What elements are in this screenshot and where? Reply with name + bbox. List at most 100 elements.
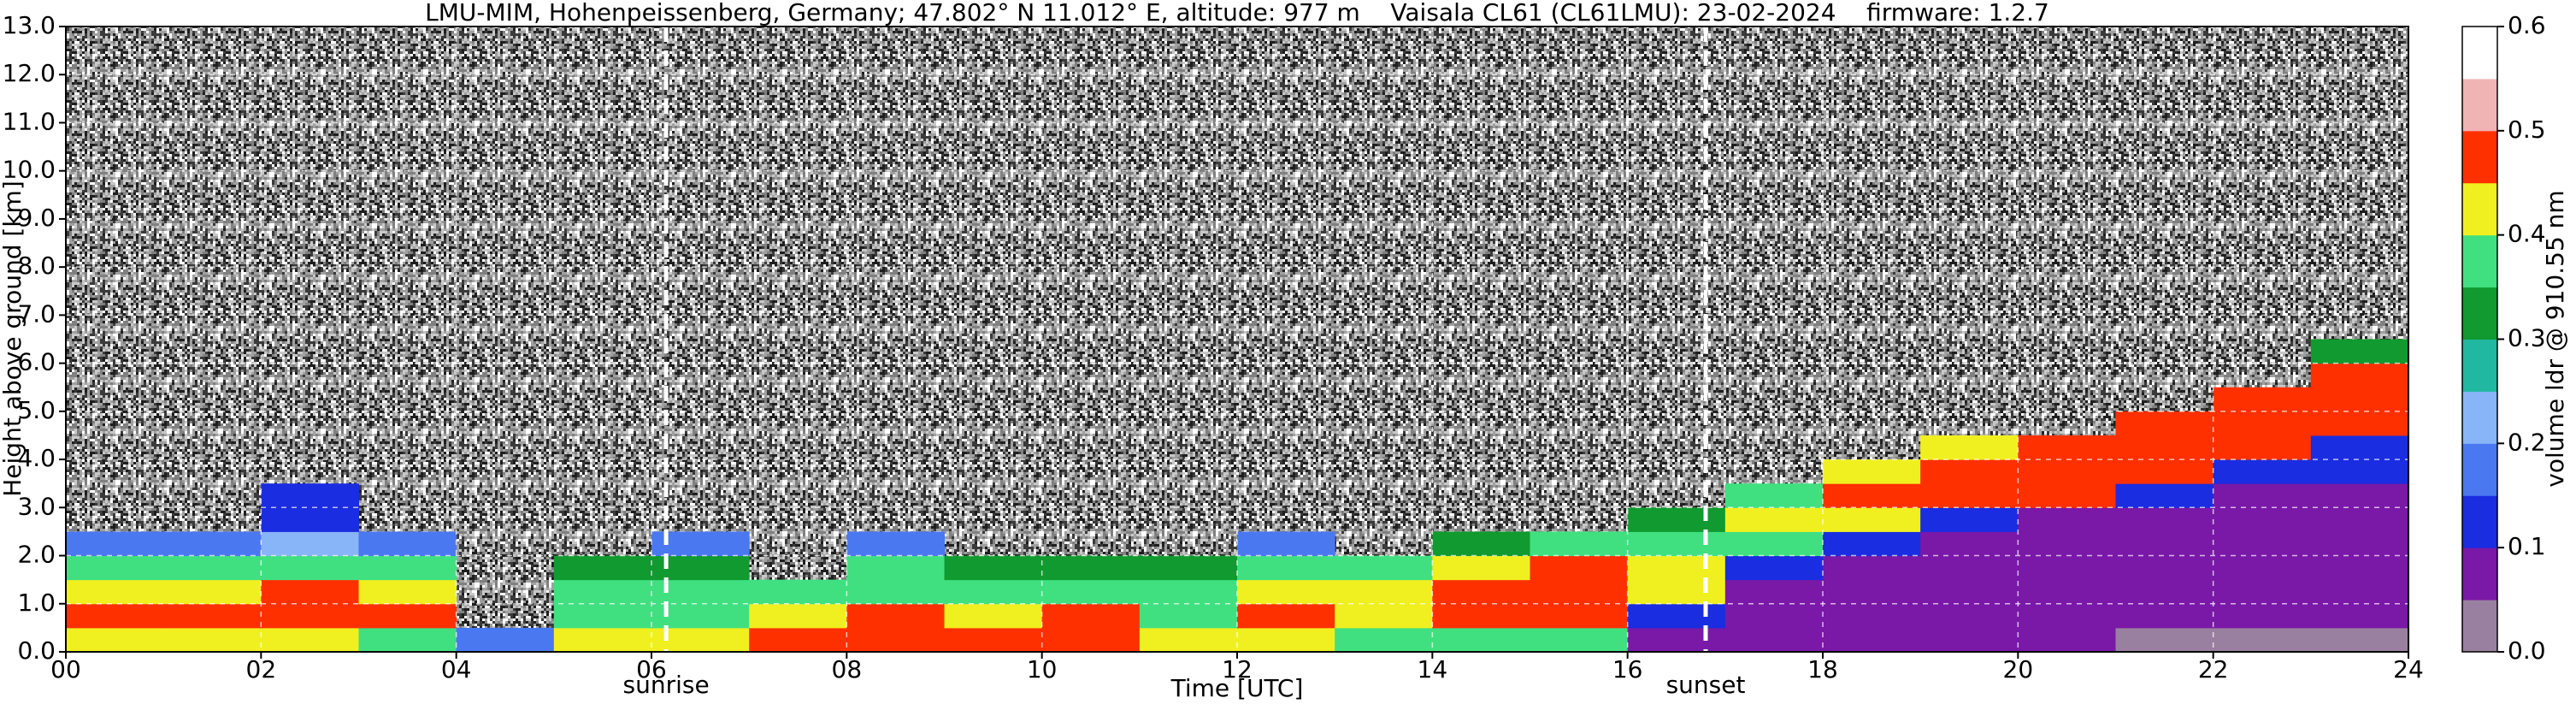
heat-cell bbox=[749, 628, 847, 653]
heat-cell bbox=[1335, 604, 1433, 629]
heat-cell bbox=[1823, 628, 1921, 653]
heat-cell bbox=[2116, 580, 2214, 605]
colorbar-swatch bbox=[2462, 27, 2497, 79]
heat-cell bbox=[1140, 604, 1238, 629]
heat-cell bbox=[163, 604, 262, 629]
heat-cell bbox=[1530, 604, 1629, 629]
heat-cell bbox=[2311, 556, 2409, 581]
heat-cell bbox=[2311, 364, 2409, 388]
heat-cell bbox=[2018, 531, 2116, 556]
heat-cell bbox=[359, 531, 457, 556]
heat-cell bbox=[2213, 411, 2312, 436]
heat-cell bbox=[1140, 628, 1238, 653]
heat-cell bbox=[1628, 531, 1726, 556]
heat-cell bbox=[2116, 628, 2214, 653]
heat-cell bbox=[2311, 483, 2409, 508]
y-tick-label: 7.0 bbox=[17, 299, 56, 328]
heat-cell bbox=[846, 556, 945, 581]
heat-cell bbox=[1725, 604, 1824, 629]
heat-cell bbox=[261, 483, 359, 508]
heat-cell bbox=[2213, 388, 2312, 412]
heat-cell bbox=[2213, 580, 2312, 605]
heat-cell bbox=[1140, 556, 1238, 581]
colorbar-tick-label: 0.1 bbox=[2508, 532, 2546, 560]
heat-cell bbox=[2213, 531, 2312, 556]
x-tick-label: 08 bbox=[832, 655, 863, 683]
heat-cell bbox=[846, 604, 945, 629]
heat-cell bbox=[1823, 459, 1921, 484]
heat-cell bbox=[457, 628, 555, 653]
heat-cell bbox=[1628, 556, 1726, 581]
heat-cell bbox=[261, 556, 359, 581]
heat-cell bbox=[1725, 507, 1824, 532]
heat-cell bbox=[1237, 531, 1335, 556]
heat-cell bbox=[2311, 340, 2409, 364]
heat-cell bbox=[261, 531, 359, 556]
y-tick-label: 8.0 bbox=[17, 251, 56, 280]
heat-cell bbox=[359, 580, 457, 605]
page: LMU-MIM, Hohenpeissenberg, Germany; 47.8… bbox=[0, 0, 2576, 710]
heat-cell bbox=[1628, 628, 1726, 653]
colorbar-swatch bbox=[2462, 600, 2497, 652]
heat-cell bbox=[261, 580, 359, 605]
colorbar-swatch bbox=[2462, 340, 2497, 392]
heat-cell bbox=[1920, 435, 2019, 460]
heat-cell bbox=[66, 556, 164, 581]
colorbar-tick-label: 0.6 bbox=[2508, 11, 2546, 39]
heat-cell bbox=[2018, 580, 2116, 605]
heat-cell bbox=[2116, 556, 2214, 581]
heat-cell bbox=[2116, 483, 2214, 508]
x-tick-label: 04 bbox=[441, 655, 472, 683]
heat-cell bbox=[2018, 507, 2116, 532]
heat-cell bbox=[261, 604, 359, 629]
heat-cell bbox=[1530, 628, 1629, 653]
colorbar-tick-label: 0.5 bbox=[2508, 115, 2546, 144]
heat-cell bbox=[163, 556, 262, 581]
heat-cell bbox=[261, 628, 359, 653]
heat-cell bbox=[1823, 580, 1921, 605]
heat-cell bbox=[2311, 411, 2409, 436]
heat-cell bbox=[1823, 483, 1921, 508]
heat-cell bbox=[261, 507, 359, 532]
heat-cell bbox=[2213, 459, 2312, 484]
colorbar-swatch bbox=[2462, 391, 2497, 443]
annotation-label: sunrise bbox=[623, 671, 710, 699]
heat-cell bbox=[2213, 604, 2312, 629]
heat-cell bbox=[1628, 507, 1726, 532]
heat-cell bbox=[2311, 459, 2409, 484]
y-tick-label: 9.0 bbox=[17, 204, 56, 232]
heat-cell bbox=[945, 580, 1043, 605]
heat-cell bbox=[163, 580, 262, 605]
heat-cell bbox=[749, 604, 847, 629]
y-tick-label: 11.0 bbox=[3, 107, 56, 135]
heat-cell bbox=[1335, 628, 1433, 653]
colorbar-tick-label: 0.2 bbox=[2508, 428, 2546, 456]
heat-cell bbox=[359, 556, 457, 581]
heat-cell bbox=[2116, 411, 2214, 436]
x-tick-label: 14 bbox=[1418, 655, 1448, 683]
colorbar-swatch bbox=[2462, 547, 2497, 600]
colorbar-swatch bbox=[2462, 495, 2497, 547]
colorbar-swatch bbox=[2462, 183, 2497, 235]
heat-cell bbox=[554, 628, 652, 653]
heat-cell bbox=[1823, 604, 1921, 629]
heat-cell bbox=[1920, 507, 2019, 532]
heat-cell bbox=[2018, 483, 2116, 508]
colorbar-swatch bbox=[2462, 235, 2497, 287]
heat-cell bbox=[66, 628, 164, 653]
heat-cell bbox=[1042, 604, 1141, 629]
x-tick-label: 20 bbox=[2003, 655, 2034, 683]
heat-cell bbox=[554, 580, 652, 605]
heat-cell bbox=[66, 604, 164, 629]
heat-cell bbox=[1920, 604, 2019, 629]
heat-cell bbox=[1823, 556, 1921, 581]
heat-cell bbox=[66, 531, 164, 556]
heat-cell bbox=[846, 531, 945, 556]
heat-cell bbox=[1432, 531, 1530, 556]
heat-cell bbox=[1823, 531, 1921, 556]
y-tick-label: 3.0 bbox=[17, 492, 56, 520]
heat-cell bbox=[1920, 483, 2019, 508]
heat-cell bbox=[2213, 556, 2312, 581]
heat-cell bbox=[2116, 459, 2214, 484]
colorbar-swatch bbox=[2462, 79, 2497, 131]
